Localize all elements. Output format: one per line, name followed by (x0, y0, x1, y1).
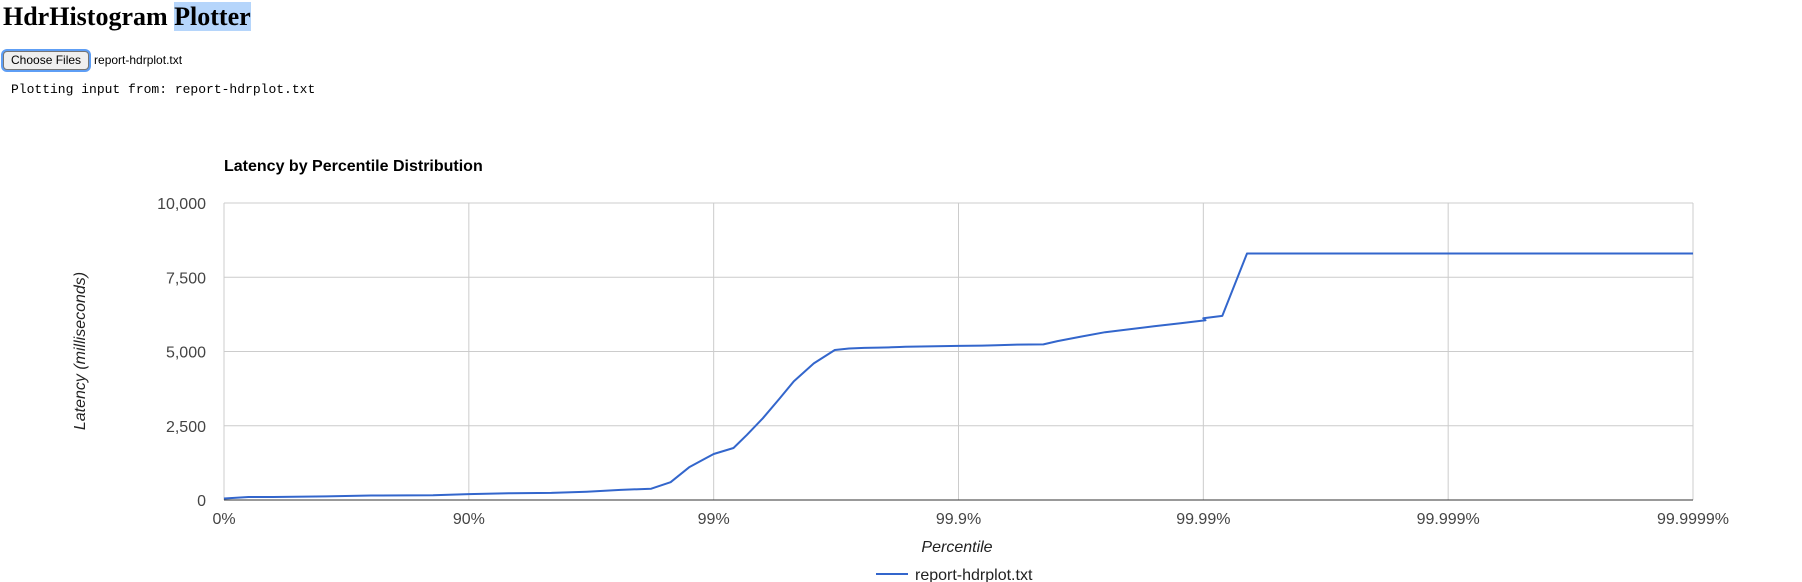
chart-gridlines (224, 202, 1694, 500)
selected-file-name: report-hdrplot.txt (94, 53, 183, 67)
page-title-part2: Plotter (174, 2, 251, 31)
x-tick-label: 99.999% (1417, 511, 1480, 528)
y-tick-label: 7,500 (166, 270, 206, 287)
series-line (223, 252, 1693, 500)
chart-title: Latency by Percentile Distribution (224, 158, 483, 175)
x-tick-label: 90% (453, 511, 485, 528)
plotting-status: Plotting input from: report-hdrplot.txt (11, 82, 316, 97)
choose-files-button[interactable]: Choose Files (3, 50, 90, 70)
chart-axes (223, 203, 1693, 501)
x-axis-title: Percentile (921, 539, 992, 556)
legend-label: report-hdrplot.txt (915, 567, 1033, 582)
chart-series (223, 252, 1693, 500)
y-tick-label: 10,000 (157, 196, 206, 213)
y-tick-label: 5,000 (166, 345, 206, 362)
x-tick-label: 99.99% (1176, 511, 1230, 528)
chart-tick-labels: 0% 90% 99% 99.9% 99.99% 99.999% 99.9999% 0 2,500… (157, 196, 1729, 528)
chart-legend: report-hdrplot.txt (876, 567, 1033, 582)
x-tick-label: 99.9% (936, 511, 981, 528)
page-title: HdrHistogram Plotter (3, 2, 251, 32)
page-title-part1: HdrHistogram (3, 2, 175, 31)
x-tick-label: 0% (212, 511, 235, 528)
y-tick-label: 0 (197, 493, 206, 510)
x-tick-label: 99.9999% (1657, 511, 1729, 528)
x-tick-label: 99% (698, 511, 730, 528)
y-axis-title: Latency (milliseconds) (72, 272, 89, 430)
y-tick-label: 2,500 (166, 419, 206, 436)
file-input-row: Choose Files report-hdrplot.txt (3, 49, 182, 71)
